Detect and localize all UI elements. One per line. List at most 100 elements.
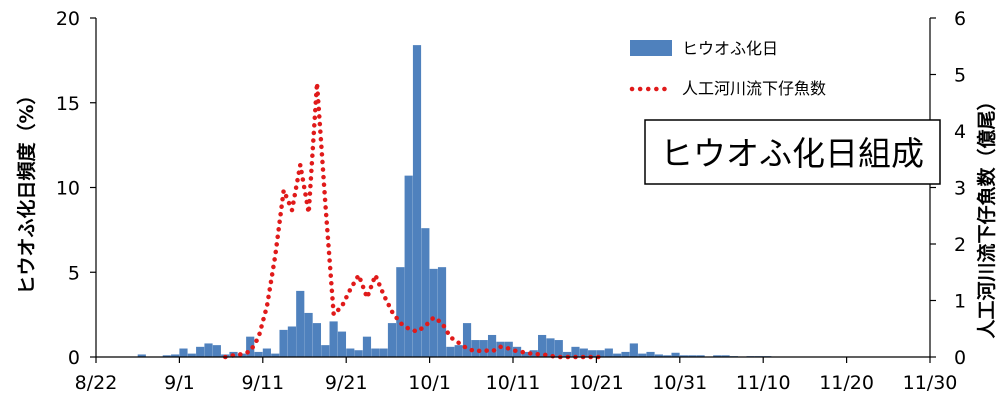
bar xyxy=(546,338,555,357)
y-right-tick-label: 5 xyxy=(954,65,966,87)
y-right-tick-label: 4 xyxy=(954,121,966,143)
y-right-tick-label: 2 xyxy=(954,234,966,256)
bar xyxy=(404,175,413,357)
bar xyxy=(487,334,497,357)
bar xyxy=(596,350,605,357)
legend-line-label: 人工河川流下仔魚数 xyxy=(682,79,826,98)
bar xyxy=(429,268,438,357)
bar xyxy=(362,336,372,357)
bar xyxy=(321,345,330,357)
bar xyxy=(346,348,355,357)
ticks-layer: 8/22 9/1 9/11 9/21 10/1 10/11 10/21 10/31 11/10 1… xyxy=(56,8,966,394)
y-left-tick-label: 0 xyxy=(68,347,80,369)
bar xyxy=(312,323,322,357)
x-tick-label: 9/11 xyxy=(241,372,284,394)
bar xyxy=(446,346,455,357)
bar xyxy=(187,353,196,357)
bar xyxy=(654,354,663,357)
y-axis-right-label: 人工河川流下仔魚数（億尾） xyxy=(975,91,998,338)
bar xyxy=(379,348,388,357)
bar xyxy=(563,351,572,357)
bar xyxy=(171,354,180,357)
bar xyxy=(296,290,305,357)
y-left-tick-label: 10 xyxy=(56,178,80,200)
bar xyxy=(554,340,563,357)
bar xyxy=(621,351,630,357)
bar xyxy=(462,323,472,357)
bar xyxy=(329,321,338,357)
x-tick-label: 10/31 xyxy=(652,372,707,394)
bar xyxy=(371,348,380,357)
bar xyxy=(646,351,655,357)
bar xyxy=(713,355,722,357)
x-tick-label: 10/11 xyxy=(486,372,541,394)
bar xyxy=(254,351,263,357)
bar xyxy=(721,355,730,357)
axes-layer xyxy=(95,18,931,358)
bar xyxy=(613,353,622,357)
bar xyxy=(212,345,221,357)
bar xyxy=(246,336,255,357)
y-right-tick-label: 0 xyxy=(954,347,966,369)
y-right-tick-label: 1 xyxy=(954,291,966,313)
y-right-tick-label: 6 xyxy=(954,8,966,30)
bar xyxy=(663,355,672,357)
x-tick-label: 10/1 xyxy=(408,372,451,394)
bar xyxy=(588,350,597,357)
bar xyxy=(521,351,530,357)
y-left-tick-label: 5 xyxy=(68,262,80,284)
y-axis-left-label: ヒウオふ化日頻度（%） xyxy=(15,85,38,294)
bar xyxy=(387,323,397,357)
bar xyxy=(479,340,488,357)
bar xyxy=(696,355,705,357)
bar xyxy=(538,334,547,357)
y-left-tick-label: 15 xyxy=(56,93,80,115)
x-tick-label: 9/21 xyxy=(325,372,368,394)
bars-layer xyxy=(137,45,772,358)
bar xyxy=(412,45,422,358)
line-layer xyxy=(223,80,603,360)
x-tick-label: 11/30 xyxy=(903,372,958,394)
bar xyxy=(304,312,313,357)
bar xyxy=(179,348,188,357)
downstream-larvae-line xyxy=(223,80,603,360)
legend-bar-label: ヒウオふ化日 xyxy=(682,39,778,58)
bar xyxy=(271,353,280,357)
bar xyxy=(437,267,447,357)
bar xyxy=(454,345,463,357)
bar xyxy=(604,348,613,357)
annotation-box-text: ヒウオふ化日組成 xyxy=(660,134,924,173)
bar xyxy=(496,341,505,357)
x-tick-label: 8/22 xyxy=(75,372,118,394)
y-right-tick-label: 3 xyxy=(954,178,966,200)
legend: ヒウオふ化日 人工河川流下仔魚数 xyxy=(629,39,826,98)
bar xyxy=(262,348,271,357)
x-tick-label: 11/20 xyxy=(819,372,874,394)
bar xyxy=(571,346,580,357)
x-tick-label: 11/10 xyxy=(736,372,791,394)
bar xyxy=(629,343,638,357)
bar xyxy=(204,343,213,357)
bar xyxy=(688,355,697,357)
bar xyxy=(279,329,288,357)
y-left-tick-label: 20 xyxy=(56,8,80,30)
bar xyxy=(638,353,647,357)
bar xyxy=(337,331,347,357)
bar xyxy=(137,354,146,357)
bar xyxy=(471,340,480,357)
bar xyxy=(679,355,688,357)
bar xyxy=(671,352,680,357)
bar xyxy=(196,346,205,357)
legend-bar-swatch xyxy=(630,40,672,56)
bar xyxy=(421,228,430,357)
x-tick-label: 9/1 xyxy=(164,372,195,394)
annotation-box: ヒウオふ化日組成 xyxy=(644,119,941,185)
annotation-box-frame xyxy=(644,119,941,185)
bar xyxy=(162,355,171,357)
bar xyxy=(579,348,588,357)
x-tick-label: 10/21 xyxy=(569,372,624,394)
bar xyxy=(354,350,363,357)
bar xyxy=(396,267,405,357)
